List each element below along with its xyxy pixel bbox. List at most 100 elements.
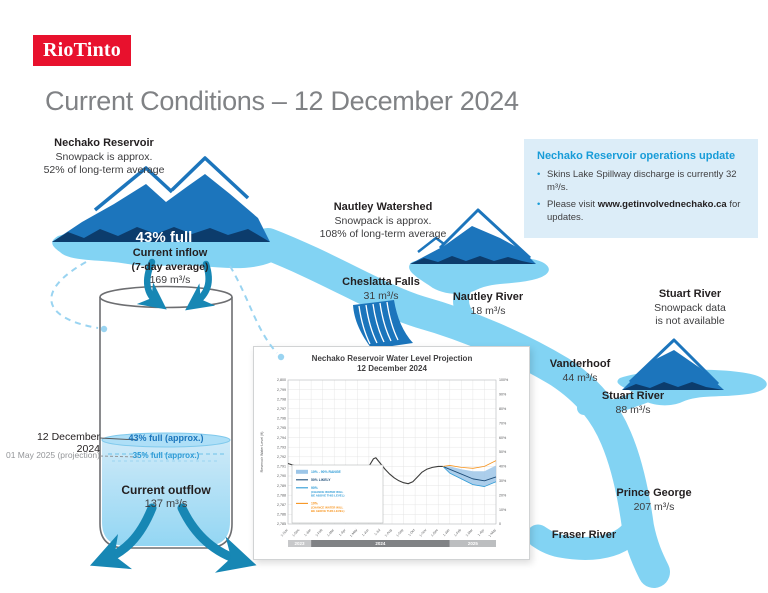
svg-text:90%: 90% (499, 393, 507, 397)
svg-text:2,788: 2,788 (277, 493, 286, 497)
cylinder-projected-level: 35% full (approx.) (132, 451, 200, 460)
svg-text:50% LIKELY: 50% LIKELY (311, 478, 331, 482)
svg-text:1-Mar: 1-Mar (326, 527, 335, 537)
svg-text:2,796: 2,796 (277, 417, 286, 421)
svg-text:1-Feb: 1-Feb (453, 528, 462, 537)
stuart-river-value: 88 m³/s (615, 403, 651, 416)
outflow-value: 137 m³/s (144, 497, 188, 510)
svg-text:10%: 10% (311, 502, 318, 506)
prince-george-label: Prince George 207 m³/s (616, 487, 691, 514)
svg-text:1-Feb: 1-Feb (315, 528, 324, 537)
svg-text:30%: 30% (499, 479, 507, 483)
prince-george-value: 207 m³/s (633, 500, 675, 513)
current-outflow-label: Current outflow 137 m³/s (121, 483, 210, 512)
svg-text:1-Nov: 1-Nov (419, 528, 428, 538)
svg-text:2,792: 2,792 (277, 455, 286, 459)
nautley-name: Nautley Watershed (333, 201, 433, 213)
cylinder-current-level: 43% full (approx.) (128, 433, 204, 443)
svg-text:70%: 70% (499, 421, 507, 425)
reservoir-fill-label: 43% full (135, 229, 193, 246)
svg-text:2,787: 2,787 (277, 503, 286, 507)
stuart-branch (577, 389, 652, 417)
stuart-snow-line1: Snowpack data (654, 301, 726, 314)
prince-george-name: Prince George (616, 487, 692, 499)
stuart-river-label: Stuart River 88 m³/s (602, 390, 664, 417)
nautley-river-label: Nautley River 18 m³/s (453, 291, 523, 318)
operations-bullet-website: Please visit www.getinvolvednechako.ca f… (537, 198, 745, 224)
svg-text:2024: 2024 (375, 541, 386, 546)
cheslatta-value: 31 m³/s (363, 289, 399, 302)
cheslatta-falls-label: Cheslatta Falls 31 m³/s (342, 276, 420, 303)
svg-text:2,793: 2,793 (277, 445, 286, 449)
svg-text:1-Nov: 1-Nov (280, 528, 289, 538)
website-text-pre: Please visit (547, 199, 598, 211)
stuart-snowpack-label: Stuart River Snowpack data is not availa… (654, 288, 726, 328)
svg-text:50%: 50% (499, 450, 507, 454)
fraser-river-band (526, 508, 650, 560)
vanderhoof-value: 44 m³/s (562, 371, 598, 384)
svg-text:80%: 80% (499, 407, 507, 411)
svg-text:2,794: 2,794 (277, 436, 286, 440)
current-inflow-label: Current inflow (7-day average) 169 m³/s (131, 247, 208, 287)
svg-text:2,791: 2,791 (277, 465, 286, 469)
svg-text:Reservoir Water Level (ft): Reservoir Water Level (ft) (260, 432, 264, 473)
fraser-river-name: Fraser River (551, 529, 617, 541)
nautley-river-value: 18 m³/s (470, 304, 506, 317)
operations-update-box: Nechako Reservoir operations update Skin… (524, 139, 758, 239)
svg-text:1-Apr: 1-Apr (477, 527, 486, 537)
svg-text:2,799: 2,799 (277, 388, 286, 392)
svg-text:1-Sep: 1-Sep (395, 528, 404, 538)
svg-text:2023: 2023 (295, 541, 306, 546)
svg-text:20%: 20% (499, 493, 507, 497)
svg-text:2,797: 2,797 (277, 407, 286, 411)
nautley-snow-line1: Snowpack is approx. (334, 214, 432, 227)
svg-text:10%: 10% (499, 508, 507, 512)
nautley-watershed-label: Nautley Watershed Snowpack is approx. 10… (320, 201, 447, 241)
cylinder-current-date: 12 December 2024 (36, 431, 100, 455)
svg-text:12 December 2024: 12 December 2024 (357, 364, 427, 373)
svg-text:BE ABOVE THIS LEVEL): BE ABOVE THIS LEVEL) (311, 494, 344, 498)
svg-text:10% - 90% RANGE: 10% - 90% RANGE (311, 470, 342, 474)
operations-update-title: Nechako Reservoir operations update (537, 150, 736, 162)
website-text-post: for updates. (547, 199, 741, 224)
svg-text:2025: 2025 (468, 541, 479, 546)
cheslatta-name: Cheslatta Falls (342, 276, 420, 288)
cheslatta-falls-icon (353, 300, 413, 349)
inflow-title: Current inflow (132, 247, 208, 259)
operations-bullet-spillway: Skins Lake Spillway discharge is current… (537, 168, 745, 194)
inflow-value: 169 m³/s (149, 273, 191, 286)
stuart-mountain (622, 338, 724, 390)
svg-text:1-Dec: 1-Dec (291, 528, 300, 538)
website-link[interactable]: www.getinvolvednechako.ca (597, 199, 727, 211)
nautley-water (409, 254, 549, 294)
inflow-arrows (136, 258, 216, 311)
svg-text:1-Apr: 1-Apr (338, 527, 347, 537)
svg-text:40%: 40% (499, 465, 507, 469)
svg-text:1-May: 1-May (349, 528, 358, 538)
water-level-projection-chart: Nechako Reservoir Water Level Projection… (253, 346, 530, 560)
stuart-river-name: Stuart River (601, 390, 665, 402)
rio-tinto-logo: RioTinto (33, 35, 131, 66)
nautley-river-name: Nautley River (452, 291, 524, 303)
svg-text:1-Dec: 1-Dec (430, 528, 439, 538)
svg-text:BE ABOVE THIS LEVEL): BE ABOVE THIS LEVEL) (311, 509, 344, 513)
spillway-discharge-text: Skins Lake Spillway discharge is current… (547, 169, 737, 194)
nautley-snow-line2: 108% of long-term average (319, 227, 447, 240)
svg-text:2,795: 2,795 (277, 426, 286, 430)
svg-text:(CHANCE WATER WILL: (CHANCE WATER WILL (311, 490, 343, 494)
svg-text:90%: 90% (311, 486, 318, 490)
nechako-snow-line2: 52% of long-term average (43, 163, 165, 176)
svg-text:1-Jan: 1-Jan (303, 528, 312, 537)
nechako-name: Nechako Reservoir (54, 137, 154, 149)
svg-text:2,789: 2,789 (277, 484, 286, 488)
outflow-arrows (89, 503, 257, 573)
stuart-snow-line2: is not available (655, 314, 725, 327)
svg-text:2,790: 2,790 (277, 474, 286, 478)
svg-text:2,800: 2,800 (277, 378, 286, 382)
outflow-title: Current outflow (121, 483, 211, 497)
svg-text:(CHANCE WATER WILL: (CHANCE WATER WILL (311, 505, 343, 509)
svg-text:2,785: 2,785 (277, 522, 286, 526)
svg-text:1-Jul: 1-Jul (373, 528, 381, 536)
